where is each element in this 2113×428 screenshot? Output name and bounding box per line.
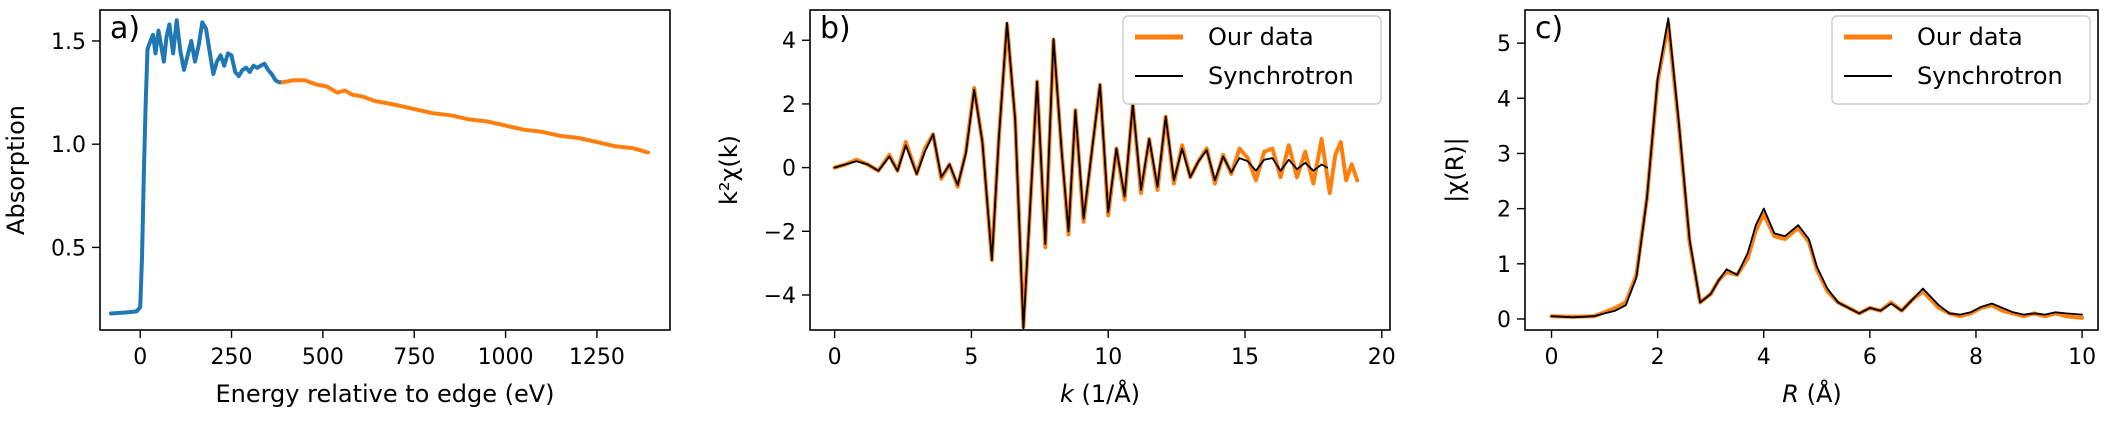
panel-c-y-tick-label: 5 <box>1497 32 1511 57</box>
panel-a-plot-area <box>109 18 651 316</box>
panel-c-x-tick-label: 4 <box>1757 345 1771 370</box>
panel-a-x-tick-label: 750 <box>393 345 435 370</box>
panel-b-y-tick-label: 2 <box>782 93 796 118</box>
panel-b-letter: b) <box>820 11 851 46</box>
panel-b-x-tick-label: 15 <box>1231 345 1259 370</box>
panel-a-x-tick-label: 1250 <box>569 345 625 370</box>
panel-a-xlabel: Energy relative to edge (eV) <box>215 380 554 408</box>
panel-b-axes-frame <box>809 9 1391 331</box>
panel-a-y-tick-label: 1.0 <box>51 133 86 158</box>
panel-a-x-tick-label: 0 <box>133 345 147 370</box>
panel-c-y-tick-label: 1 <box>1497 253 1511 278</box>
panel-c-y-tick-label: 0 <box>1497 308 1511 333</box>
panel-b-legend-box <box>1122 15 1382 105</box>
panel-c-ticks: 0 2 4 6 8 10 0 1 2 3 4 5 <box>1497 32 2096 370</box>
panel-a-x-tick-label: 500 <box>302 345 344 370</box>
panel-c-x-tick-label: 0 <box>1545 345 1559 370</box>
panel-a-y-tick-label: 0.5 <box>51 236 86 261</box>
panel-b-y-tick-label: −2 <box>764 220 796 245</box>
panel-c: 0 2 4 6 8 10 0 1 2 3 4 5 c) R (Å) |χ(R)| Our data S… <box>1441 9 2099 408</box>
panel-b-legend-label-1: Synchrotron <box>1208 62 1354 90</box>
panel-c-series-line-1 <box>1550 17 2084 319</box>
panel-a-axes-frame <box>99 9 671 331</box>
panel-c-legend-label-1: Synchrotron <box>1917 62 2063 90</box>
panel-b-x-tick-label: 0 <box>828 345 842 370</box>
panel-c-legend-label-0: Our data <box>1917 23 2023 51</box>
panel-b-ylabel: k²χ(k) <box>715 135 743 205</box>
panel-b-legend-label-0: Our data <box>1208 23 1314 51</box>
panel-c-letter: c) <box>1535 11 1563 46</box>
panel-b-xlabel-rest: (1/Å) <box>1074 379 1140 408</box>
panel-a-series-line-0 <box>109 18 285 316</box>
panel-b-x-tick-label: 5 <box>964 345 978 370</box>
panel-a-ticks: 0 250 500 750 1000 1250 0.5 1.0 1.5 <box>51 30 625 370</box>
panel-a-x-tick-label: 250 <box>211 345 253 370</box>
panel-b-y-tick-label: 4 <box>782 29 796 54</box>
panel-a: 0 250 500 750 1000 1250 0.5 1.0 1.5 a) Energy re… <box>2 9 671 408</box>
panel-c-legend: Our data Synchrotron <box>1831 15 2091 105</box>
panel-b: 0 5 10 15 20 −4 −2 0 2 4 b) k (1/Å) k²χ(k) Our da… <box>715 9 1396 408</box>
panel-b-xlabel-italic: k <box>1060 380 1075 408</box>
panel-b-plot-area <box>832 21 1360 330</box>
panel-c-axes-frame <box>1524 9 2099 331</box>
panel-a-x-tick-label: 1000 <box>478 345 534 370</box>
panel-b-x-tick-label: 10 <box>1094 345 1122 370</box>
panel-c-y-tick-label: 3 <box>1497 142 1511 167</box>
panel-c-xlabel-rest: (Å) <box>1799 379 1842 408</box>
panel-a-series-line-1 <box>280 78 651 155</box>
panel-c-x-tick-label: 6 <box>1863 345 1877 370</box>
panel-a-ylabel: Absorption <box>2 105 30 235</box>
panel-b-y-tick-label: 0 <box>782 157 796 182</box>
panel-b-y-tick-label: −4 <box>764 284 796 309</box>
panel-c-x-tick-label: 8 <box>1969 345 1983 370</box>
panel-c-x-tick-label: 2 <box>1651 345 1665 370</box>
panel-c-plot-area <box>1549 17 2085 320</box>
panel-b-xlabel: k (1/Å) <box>1060 379 1140 408</box>
panel-b-ticks: 0 5 10 15 20 −4 −2 0 2 4 <box>764 29 1396 370</box>
panel-c-xlabel: R (Å) <box>1782 379 1841 408</box>
panel-c-y-tick-label: 2 <box>1497 198 1511 223</box>
panel-c-y-tick-label: 4 <box>1497 87 1511 112</box>
panel-b-series-line-1 <box>833 21 1328 330</box>
panel-b-legend: Our data Synchrotron <box>1122 15 1382 105</box>
panel-a-y-tick-label: 1.5 <box>51 30 86 55</box>
panel-c-x-tick-label: 10 <box>2068 345 2096 370</box>
panel-b-x-tick-label: 20 <box>1368 345 1396 370</box>
panel-c-xlabel-italic: R <box>1782 380 1799 408</box>
panel-c-ylabel: |χ(R)| <box>1441 137 1469 202</box>
panel-a-letter: a) <box>110 11 140 46</box>
panel-c-legend-box <box>1831 15 2091 105</box>
